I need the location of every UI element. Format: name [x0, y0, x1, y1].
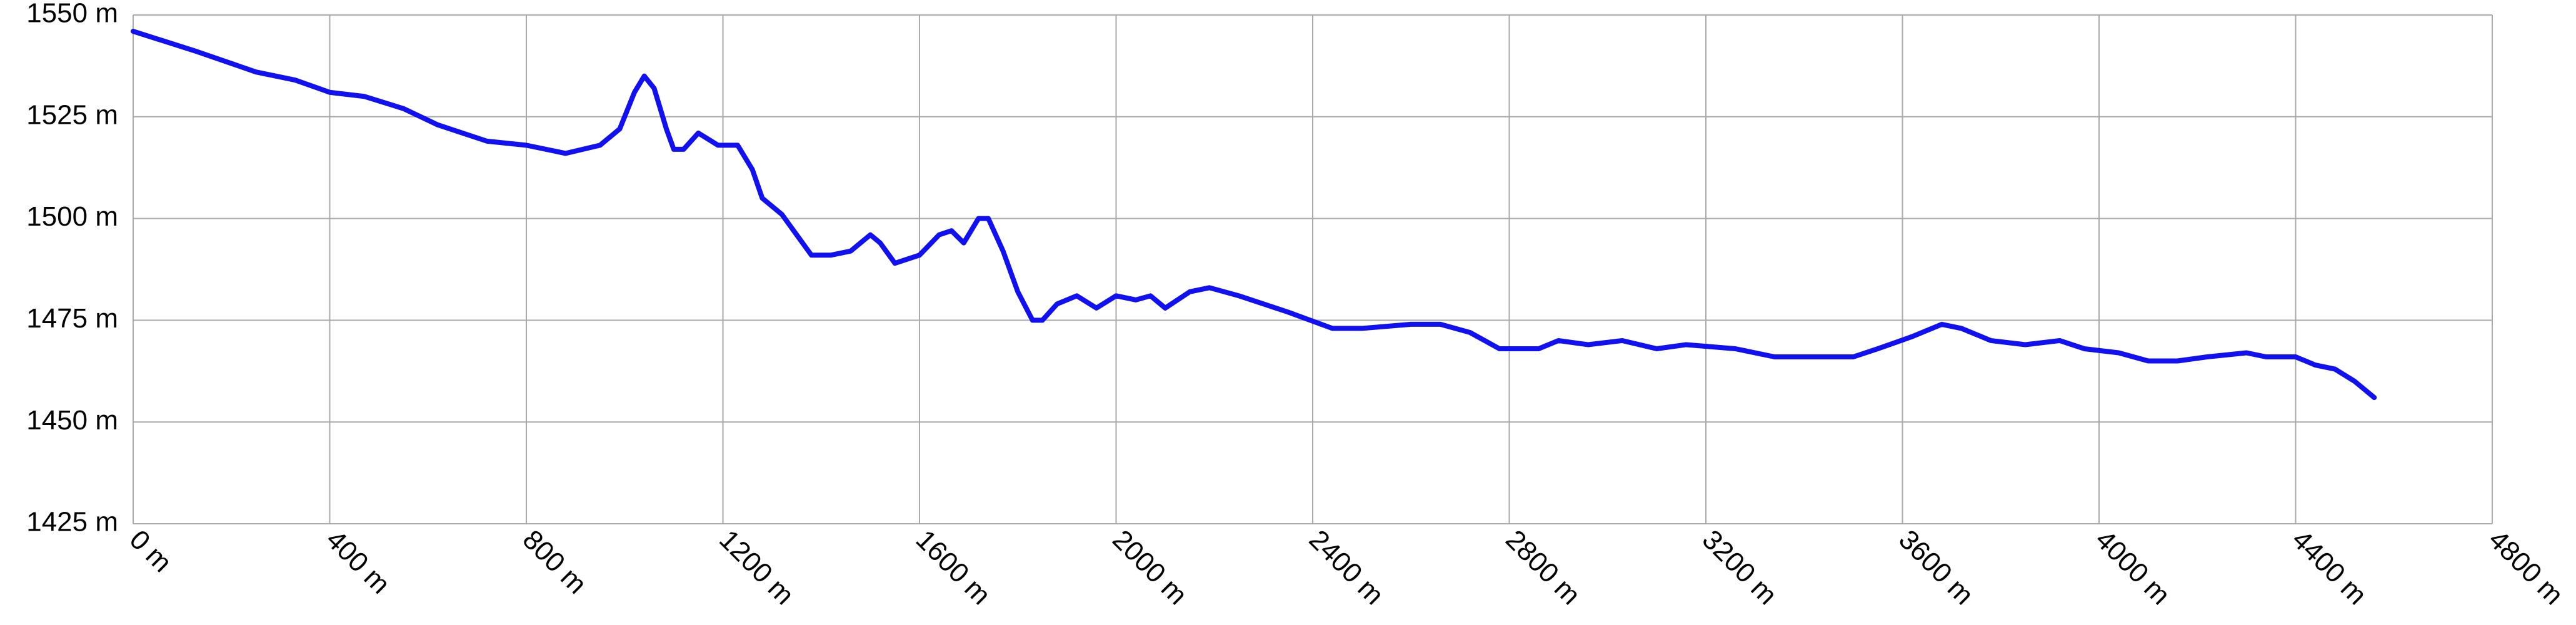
x-tick-label: 4000 m — [2090, 524, 2176, 611]
y-tick-label: 1475 m — [26, 303, 118, 334]
x-tick-label: 4800 m — [2483, 524, 2569, 611]
x-tick-label: 2800 m — [1500, 524, 1586, 611]
y-tick-label: 1500 m — [26, 201, 118, 232]
x-tick-label: 2000 m — [1106, 524, 1193, 611]
x-tick-label: 2400 m — [1303, 524, 1390, 611]
x-tick-label: 400 m — [320, 524, 396, 600]
x-tick-label: 3600 m — [1893, 524, 1979, 611]
x-tick-label: 1600 m — [910, 524, 996, 611]
y-tick-label: 1525 m — [26, 99, 118, 130]
x-tick-label: 4400 m — [2286, 524, 2372, 611]
x-tick-label: 3200 m — [1696, 524, 1783, 611]
y-tick-label: 1450 m — [26, 405, 118, 436]
x-tick-label: 800 m — [517, 524, 593, 600]
y-tick-label: 1550 m — [26, 0, 118, 29]
elevation-line — [131, 29, 2377, 401]
y-tick-label: 1425 m — [26, 507, 118, 538]
x-tick-label: 1200 m — [713, 524, 799, 611]
x-tick-label: 0 m — [124, 524, 178, 579]
